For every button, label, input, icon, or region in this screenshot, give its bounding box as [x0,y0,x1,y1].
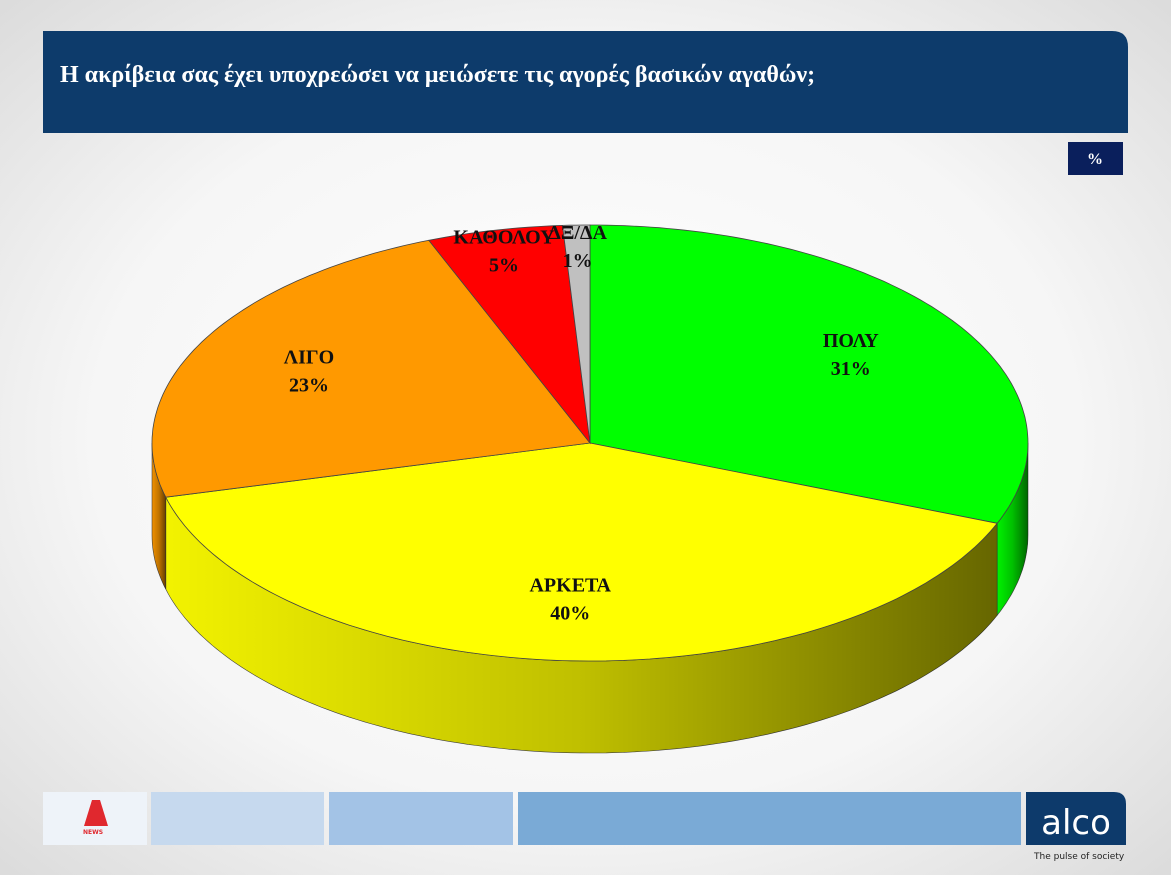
pie-side-shade [165,497,998,753]
news-logo-text: NEWS [83,829,103,836]
news-logo [84,800,108,826]
slice-value-label: 1% [563,250,593,272]
footer-bar [329,792,513,845]
slice-label: ΑΡΚΕΤΑ [529,575,611,597]
pie-slice [151,239,591,498]
slice-label: ΠΟΛΥ [823,330,879,352]
slice-value-label: 40% [550,603,590,625]
slice-value-label: 31% [831,358,871,380]
pie: ΠΟΛΥ 31% ΑΡΚΕΤΑ 40% ΛΙΓΟ 23% ΚΑΘΟΛΟΥ 5% ΔΞ/ΔΑ 1% [151,222,1029,754]
footer-bar [518,792,1021,845]
pie-slice [589,224,1029,524]
slice-value-label: 23% [289,375,329,397]
brand-box [1026,792,1126,845]
slice-label: ΚΑΘΟΛΟΥ [453,227,555,249]
pie-slice [165,442,998,662]
brand-logo: alco [1041,803,1111,843]
pie-slice [428,224,591,445]
chart-title: Η ακρίβεια σας έχει υποχρεώσει να μειώσε… [60,62,815,88]
brand-tagline: The pulse of society [1033,852,1125,862]
pie-side-shade [997,443,1028,616]
pie-slice [562,224,591,444]
slice-value-label: 5% [489,255,519,277]
unit-badge-text: % [1087,151,1103,168]
header-bar [43,31,1128,133]
unit-badge [1068,142,1123,175]
slice-label: ΛΙΓΟ [284,347,334,369]
pie-side-shade [152,443,166,590]
footer-bar [151,792,324,845]
slice-label: ΔΞ/ΔΑ [548,222,607,244]
